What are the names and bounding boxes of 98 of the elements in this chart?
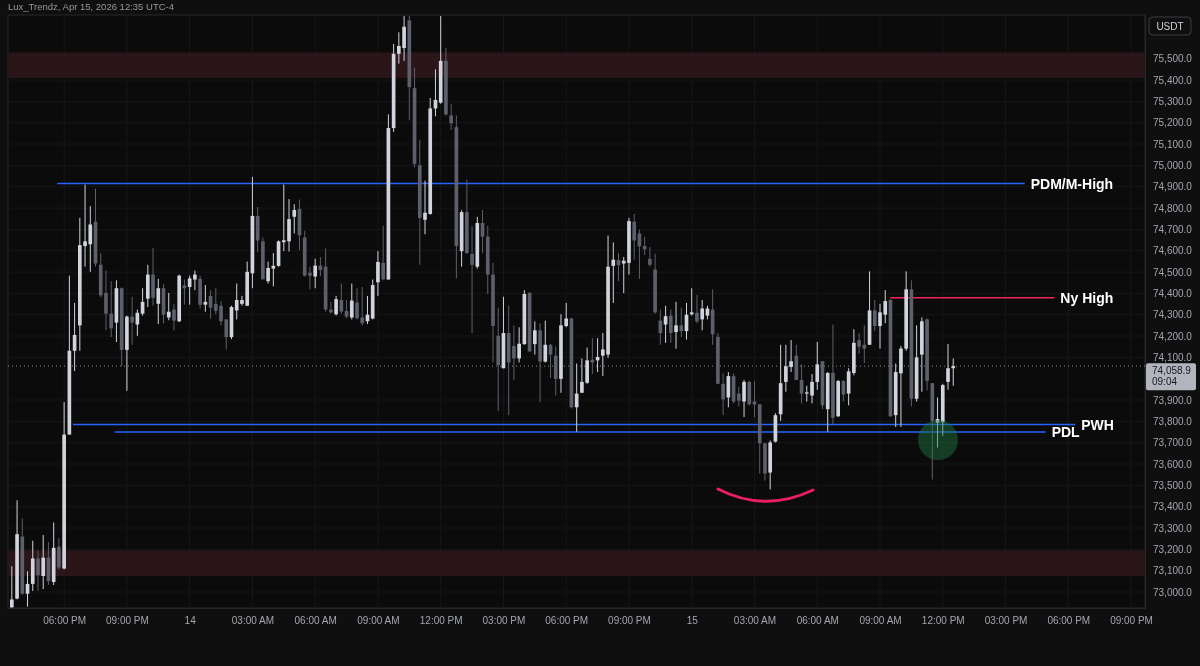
candlestick [151, 247, 155, 307]
x-tick-label: 09:00 AM [357, 615, 400, 627]
y-tick-label: 74,600.0 [1153, 245, 1193, 257]
candlestick [339, 283, 344, 315]
x-tick-label: 06:00 PM [43, 615, 87, 627]
candlestick [611, 241, 616, 304]
candlestick [166, 292, 171, 321]
candlestick [679, 307, 684, 338]
y-tick-label: 75,400.0 [1153, 74, 1193, 86]
candlestick [349, 283, 354, 320]
candlestick [10, 565, 14, 608]
x-tick-label: 14 [184, 615, 197, 627]
y-tick-label: 75,100.0 [1153, 138, 1193, 150]
candlestick [663, 305, 668, 344]
x-tick-label: 09:00 PM [1110, 615, 1153, 627]
candlestick [172, 303, 176, 331]
candlestick [517, 326, 521, 363]
candlestick [553, 346, 558, 397]
candlestick [130, 296, 134, 346]
text: Lux_Trendz, Apr 15, 2026 12:35 UTC-4 [8, 1, 174, 12]
candlestick [695, 294, 699, 324]
candlestick [543, 320, 548, 363]
candlestick [815, 341, 820, 391]
y-tick-label: 74,800.0 [1153, 202, 1193, 214]
x-tick-label: 12:00 PM [419, 615, 463, 627]
candlestick [951, 357, 956, 387]
y-tick-label: 74,300.0 [1153, 309, 1193, 321]
y-tick-label: 73,600.0 [1153, 458, 1193, 470]
candlestick [109, 280, 114, 338]
ref-line-label: 74,058.9 [1152, 365, 1192, 377]
text: 09:04 [1152, 376, 1178, 388]
x-tick-label: 03:00 PM [482, 615, 526, 627]
candlestick [689, 287, 694, 317]
y-tick-label: 75,500.0 [1153, 53, 1193, 65]
candlestick [721, 372, 725, 416]
y-tick-label: 74,100.0 [1153, 352, 1193, 364]
x-tick-label: 06:00 PM [545, 615, 589, 627]
candlestick [203, 284, 208, 313]
candlestick [193, 270, 197, 291]
candlestick [266, 261, 270, 285]
candlestick [574, 363, 579, 433]
y-tick-label: 75,300.0 [1153, 96, 1193, 108]
x-tick-label: 15 [686, 615, 699, 627]
candlestick [632, 213, 637, 261]
x-tick-label: 03:00 AM [231, 615, 275, 627]
y-tick-label: 73,100.0 [1153, 565, 1193, 577]
candlestick [381, 225, 385, 281]
y-tick-label: 74,500.0 [1153, 266, 1193, 278]
candlestick [668, 309, 673, 344]
x-tick-label: 12:00 PM [921, 615, 965, 627]
candlestick [292, 203, 297, 234]
y-tick-label: 73,300.0 [1153, 522, 1193, 534]
y-tick-label: 74,200.0 [1153, 330, 1193, 342]
candlestick [648, 246, 652, 268]
x-tick-label: 03:00 PM [984, 615, 1028, 627]
x-tick-label: 03:00 AM [733, 615, 777, 627]
x-tick-label: 09:00 PM [105, 615, 149, 627]
y-tick-label: 73,800.0 [1153, 416, 1193, 428]
y-tick-label: 73,400.0 [1153, 501, 1193, 513]
candlestick [182, 279, 187, 306]
series-label: PDM/M-High [1030, 175, 1114, 192]
y-tick-label: 73,000.0 [1153, 586, 1193, 598]
x-tick-label: 09:00 AM [859, 615, 902, 627]
y-tick-label: 73,900.0 [1153, 394, 1193, 406]
series-label: Ny High [1060, 289, 1114, 306]
y-tick-label: 75,000.0 [1153, 160, 1193, 172]
candlestick [470, 225, 474, 334]
candlestick [334, 295, 338, 317]
candlestick [946, 343, 950, 391]
series-label: PWH [1081, 416, 1114, 433]
y-tick-label: 73,700.0 [1153, 437, 1193, 449]
candlestick [533, 320, 537, 356]
y-axis-title: USDT [1156, 21, 1184, 32]
candlestick [674, 301, 678, 350]
candlestick [736, 386, 741, 407]
y-tick-label: 74,400.0 [1153, 288, 1193, 300]
x-tick-label: 06:00 PM [1047, 615, 1091, 627]
y-tick-label: 73,200.0 [1153, 544, 1193, 556]
candlestick [742, 379, 746, 418]
y-tick-label: 74,700.0 [1153, 224, 1193, 236]
series-label: PDL [1051, 424, 1081, 441]
candlestick [36, 550, 40, 592]
candlestick [57, 537, 61, 570]
candlestick [313, 258, 317, 289]
x-tick-label: 09:00 PM [608, 615, 651, 627]
candlestick [449, 103, 453, 131]
y-tick-label: 75,200.0 [1153, 117, 1193, 129]
y-tick-label: 74,900.0 [1153, 181, 1193, 193]
candlestick [872, 299, 877, 332]
candlestick [376, 250, 380, 297]
x-tick-label: 06:00 AM [796, 615, 839, 627]
x-tick-label: 06:00 AM [294, 615, 337, 627]
candlestick [156, 278, 161, 325]
candlestick [700, 299, 705, 331]
y-tick-label: 73,500.0 [1153, 480, 1193, 492]
candlestick [747, 380, 752, 406]
candlestick [271, 252, 276, 287]
candlestick [41, 534, 46, 590]
